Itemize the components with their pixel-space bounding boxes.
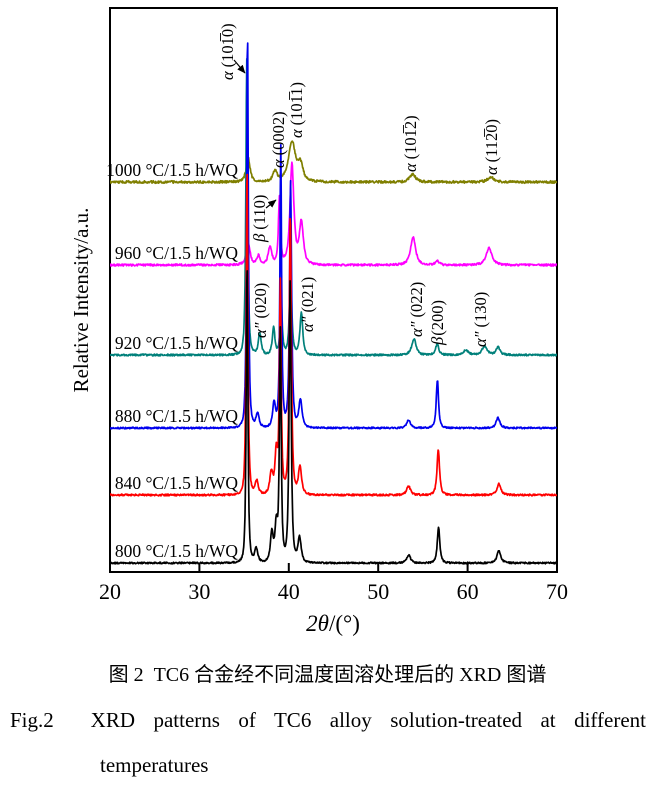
series-label-880c: 880 °C/1.5 h/WQ: [115, 406, 239, 426]
peak-label-8-022: α″(022): [407, 282, 426, 337]
x-tick-label-30: 30: [188, 579, 210, 604]
series-label-960c: 960 °C/1.5 h/WQ: [115, 243, 239, 263]
curves-layer: [110, 42, 557, 565]
curve-840c: [110, 173, 557, 497]
x-tick-label-70: 70: [546, 579, 568, 604]
peak-pointer-arrow-0: [233, 59, 246, 74]
plot-border: [109, 7, 558, 573]
x-tick-label-20: 20: [99, 579, 121, 604]
series-label-840c: 840 °C/1.5 h/WQ: [115, 473, 239, 493]
peak-label-1-0002: α(0002): [269, 111, 288, 168]
peak-pointer-arrow-5: [265, 199, 277, 209]
x-tick-label-40: 40: [278, 579, 300, 604]
series-label-920c: 920 °C/1.5 h/WQ: [115, 333, 239, 353]
curve-960c: [110, 161, 557, 267]
xrd-chart: 20 30 40 50 60 70 1000 °C/1.5 h/WQ 960 °C/1.5 …: [69, 7, 568, 636]
series-label-1000c: 1000 °C/1.5 h/WQ: [106, 160, 238, 180]
x-tick-label-60: 60: [457, 579, 479, 604]
peak-label-7-021: α″(021): [298, 277, 317, 332]
x-axis-ticks: [109, 563, 558, 572]
figure-caption-english-line1: Fig.2 XRD patterns of TC6 alloy solution…: [10, 708, 646, 732]
peak-label-2-1011: α(101̅1): [287, 82, 306, 138]
peak-label-3-1012: α(101̅2): [401, 115, 420, 172]
peak-label-9-200: β(200): [428, 300, 447, 346]
series-labels: 1000 °C/1.5 h/WQ 960 °C/1.5 h/WQ 920 °C/1.…: [106, 160, 238, 561]
curve-920c: [110, 57, 557, 357]
curve-1000c: [110, 140, 557, 185]
peak-labels: α(101̅0) α(0002) α(101̅1) α(101̅2) α(112̅0) β…: [218, 23, 501, 347]
peak-label-4-1120: α(112̅0): [482, 119, 501, 175]
curve-800c: [110, 270, 557, 565]
series-label-800c: 800 °C/1.5 h/WQ: [115, 541, 239, 561]
peak-label-6-020: α″(020): [251, 283, 270, 338]
curve-880c: [110, 42, 557, 430]
peak-label-10-130: α″(130): [471, 292, 490, 347]
x-axis-tick-labels: 20 30 40 50 60 70: [99, 579, 568, 604]
figure-caption-english-line2: temperatures: [100, 753, 209, 777]
figure-caption-chinese: 图 2 TC6 合金经不同温度固溶处理后的 XRD 图谱: [108, 664, 547, 686]
peak-label-5-110: β(110): [250, 195, 269, 243]
y-axis-title: Relative Intensity/a.u.: [69, 208, 93, 393]
peak-label-0-1010: α(101̅0): [218, 23, 237, 80]
x-tick-label-50: 50: [367, 579, 389, 604]
x-axis-title: 2θ/(°): [306, 611, 360, 636]
